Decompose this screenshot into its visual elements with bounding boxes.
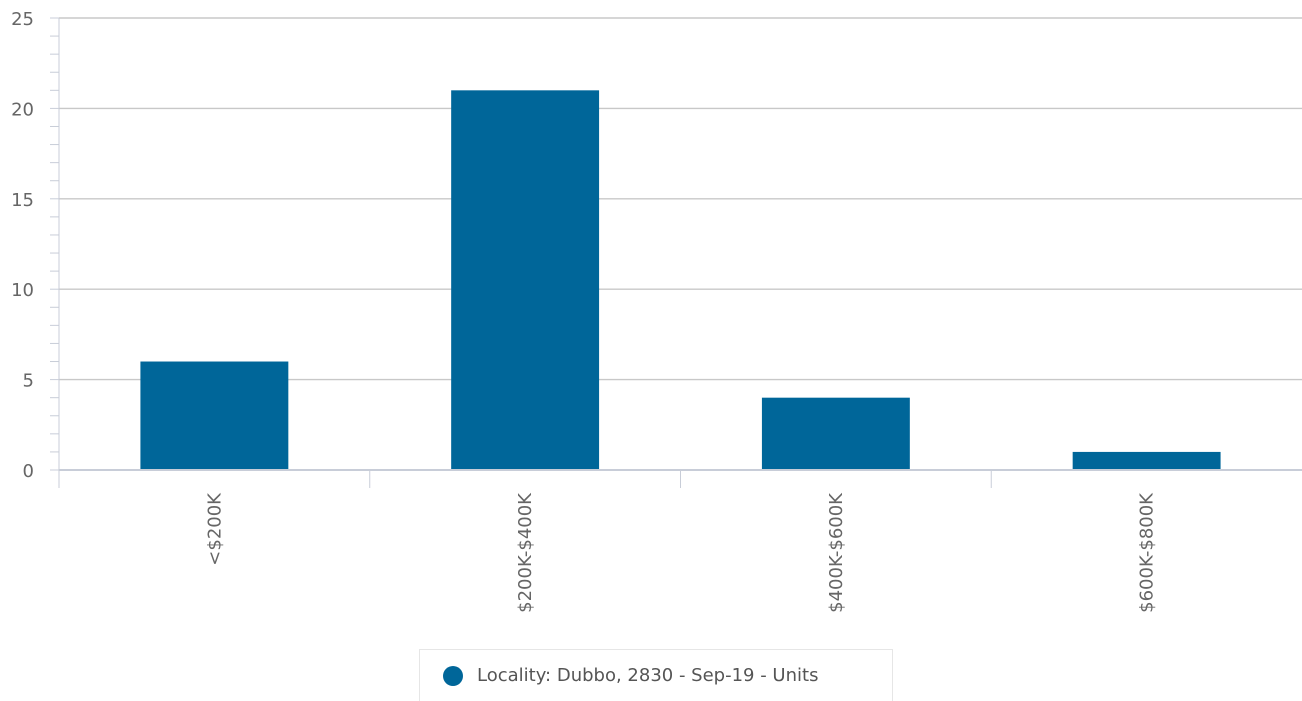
legend-marker	[443, 665, 463, 686]
y-tick-label: 0	[23, 461, 34, 482]
bar[interactable]	[1072, 451, 1221, 470]
bar[interactable]	[140, 361, 289, 470]
y-tick-label: 25	[11, 9, 34, 30]
x-tick-label: $400K-$600K	[826, 492, 847, 613]
x-tick-label: $600K-$800K	[1137, 492, 1158, 613]
y-tick-label: 15	[11, 190, 34, 211]
y-tick-label: 10	[11, 280, 34, 301]
bars	[140, 90, 1221, 470]
x-axis: <$200K $200K-$400K $400K-$600K $600K-$800K	[58, 469, 1302, 613]
x-tick-label: <$200K	[204, 492, 225, 566]
legend-label: Locality: Dubbo, 2830 - Sep-19 - Units	[477, 665, 819, 686]
y-axis: 0 5 10 15 20 25	[11, 9, 60, 482]
bar[interactable]	[761, 397, 910, 470]
y-tick-label: 5	[23, 371, 34, 392]
x-tick-label: $200K-$400K	[515, 492, 536, 613]
legend[interactable]: Locality: Dubbo, 2830 - Sep-19 - Units	[419, 649, 893, 701]
bar[interactable]	[451, 90, 600, 470]
y-tick-label: 20	[11, 99, 34, 120]
grid-lines	[59, 17, 1302, 381]
